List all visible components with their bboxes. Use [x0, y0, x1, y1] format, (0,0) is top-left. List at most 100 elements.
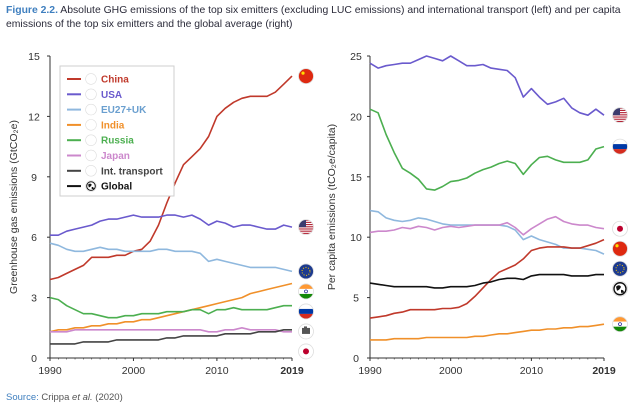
flag-stripe	[298, 230, 314, 232]
flag-stripe	[612, 118, 628, 120]
icon-ship	[302, 327, 310, 334]
marker-fill	[612, 281, 628, 297]
end-marker-japan	[612, 220, 628, 237]
series-line-eu27-uk	[49, 242, 293, 273]
marker-fill	[298, 343, 314, 359]
figure-caption-text: Absolute GHG emissions of the top six em…	[6, 5, 621, 30]
flag-band	[612, 139, 628, 145]
end-marker-russia	[612, 138, 628, 155]
flag-band	[298, 308, 314, 314]
y-tick-label: 6	[31, 232, 37, 244]
y-tick-label: 12	[28, 111, 40, 123]
marker-fill	[612, 261, 628, 277]
marker-ring	[85, 103, 97, 116]
marker-ring	[612, 220, 628, 237]
source-author: Crippa	[41, 392, 70, 403]
end-marker-global	[612, 280, 628, 297]
flag-stripe	[612, 120, 628, 122]
x-tick-label: 2000	[439, 365, 463, 377]
marker-fill	[612, 316, 628, 332]
flag-star	[615, 244, 619, 248]
marker-ring	[298, 343, 314, 360]
marker-ring	[85, 165, 97, 177]
series-line-india	[49, 282, 293, 333]
y-tick-label: 0	[353, 353, 359, 365]
end-marker-japan	[298, 343, 314, 360]
marker-fill	[612, 241, 628, 257]
end-marker-russia	[298, 303, 314, 320]
end-marker-usa	[298, 219, 314, 236]
legend-icon-japan	[85, 149, 97, 162]
marker-ring	[612, 240, 628, 257]
icon-continents	[616, 285, 624, 293]
legend-icon-china	[85, 73, 97, 85]
x-tick-label: 2010	[205, 365, 229, 377]
flag-band	[612, 149, 628, 155]
marker-ring	[85, 180, 97, 192]
legend-icon-int-transport	[85, 165, 97, 177]
marker-ring	[298, 283, 314, 300]
marker-ring	[612, 280, 628, 297]
series-line-global	[369, 273, 604, 289]
marker-ring	[298, 68, 314, 85]
series-line-india	[370, 323, 605, 341]
series-line-russia	[369, 108, 605, 191]
end-marker-india	[298, 283, 314, 300]
y-tick-label: 0	[31, 353, 37, 365]
figure-label: Figure 2.2.	[6, 5, 58, 16]
flag-band	[612, 144, 628, 150]
icon-globe	[86, 181, 96, 191]
legend-label-int-transport: Int. transport	[101, 166, 163, 177]
icon-funnel	[304, 326, 307, 329]
figure-caption: Figure 2.2. Absolute GHG emissions of th…	[6, 4, 638, 32]
flag-stripe	[612, 116, 628, 118]
legend-icon-global	[85, 180, 97, 192]
flag-band	[612, 326, 628, 332]
marker-fill	[612, 107, 628, 122]
flag-band	[298, 288, 314, 294]
flag-canton	[612, 107, 620, 116]
flag-stripe	[298, 228, 314, 230]
marker-ring	[85, 119, 97, 131]
x-tick-label: 2019	[592, 365, 616, 377]
series-line-usa	[50, 214, 293, 236]
marker-fill	[298, 219, 314, 234]
y-axis-title: Per capita emissions (tCO₂e/capita)	[326, 124, 338, 290]
marker-ring	[298, 219, 314, 236]
right-chart-per-capita-emissions: 0 5 10 15 20 25 1990 2000 2010 2019 Per capita emi…	[326, 51, 628, 377]
flag-stars	[301, 266, 311, 276]
flag-band	[298, 313, 314, 319]
marker-ring	[85, 73, 97, 85]
marker-fill	[298, 283, 314, 299]
x-tick-label: 2019	[280, 365, 304, 377]
y-tick-label: 15	[350, 172, 362, 184]
flag-wheel	[618, 322, 622, 326]
flag-band	[298, 303, 314, 309]
legend-label-china: China	[101, 75, 129, 86]
x-tick-label: 1990	[358, 365, 382, 377]
legend-icon-usa	[85, 88, 97, 100]
legend-label-global: Global	[101, 182, 132, 193]
marker-ring	[612, 107, 628, 124]
end-marker-india	[612, 316, 628, 333]
marker-ring	[298, 323, 314, 340]
end-marker-eu27-uk	[298, 263, 314, 280]
marker-ring	[298, 303, 314, 320]
flag-stripe	[298, 232, 314, 234]
flag-field	[612, 261, 628, 277]
end-marker-usa	[612, 107, 628, 124]
legend-label-eu27-uk: EU27+UK	[101, 105, 147, 116]
marker-fill	[85, 180, 97, 192]
marker-ring	[85, 88, 97, 100]
flag-field	[298, 263, 314, 279]
y-tick-label: 5	[353, 293, 359, 305]
y-tick-label: 15	[28, 51, 40, 63]
y-axis-title: Greenhouse gas emissions (GtCO₂e)	[8, 120, 20, 294]
marker-ring	[85, 149, 97, 162]
flag-stars	[615, 264, 625, 274]
flag-disc	[617, 225, 623, 232]
left-chart-absolute-emissions: 0 3 6 9 12 15 1990 2000 2010 2019 Greenhouse gas e…	[8, 51, 314, 377]
flag-band	[298, 293, 314, 299]
source-label: Source:	[6, 392, 39, 403]
flag-wheel	[304, 289, 308, 294]
